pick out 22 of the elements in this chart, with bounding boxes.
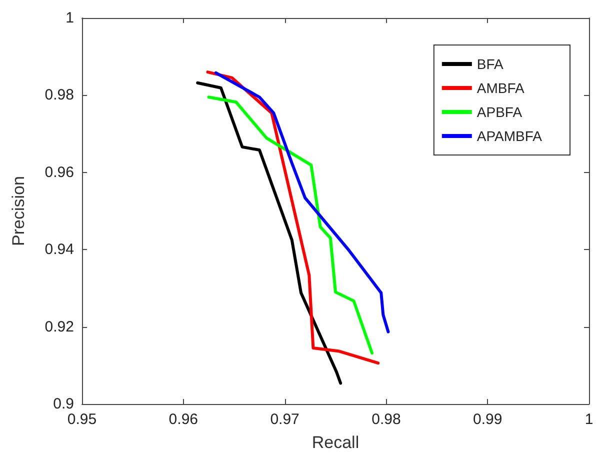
y-tick-label: 0.98 [44, 86, 74, 104]
x-tick-label: 0.99 [473, 411, 502, 428]
y-tick-label: 0.94 [44, 241, 74, 258]
x-axis-title: Recall [312, 433, 360, 452]
legend-label: APBFA [476, 104, 523, 120]
x-tick-label: 1 [584, 411, 594, 428]
x-tick-label: 0.96 [168, 411, 198, 428]
line-series [196, 81, 342, 385]
line-series [214, 71, 390, 334]
legend-label: APAMBFA [476, 128, 543, 144]
line-series [206, 70, 380, 365]
x-tick-label: 0.95 [67, 411, 97, 428]
x-tick-label: 0.98 [372, 411, 401, 428]
y-tick-label: 0.9 [53, 396, 74, 412]
y-tick-label: 1 [66, 10, 74, 26]
y-tick-label: 0.96 [44, 164, 74, 181]
legend-label: BFA [476, 56, 504, 72]
x-tick-label: 0.97 [270, 411, 300, 428]
line-series [207, 96, 374, 355]
y-axis-title: Precision [9, 176, 28, 246]
y-tick-label: 0.92 [44, 318, 74, 336]
legend-label: AMBFA [476, 80, 526, 96]
